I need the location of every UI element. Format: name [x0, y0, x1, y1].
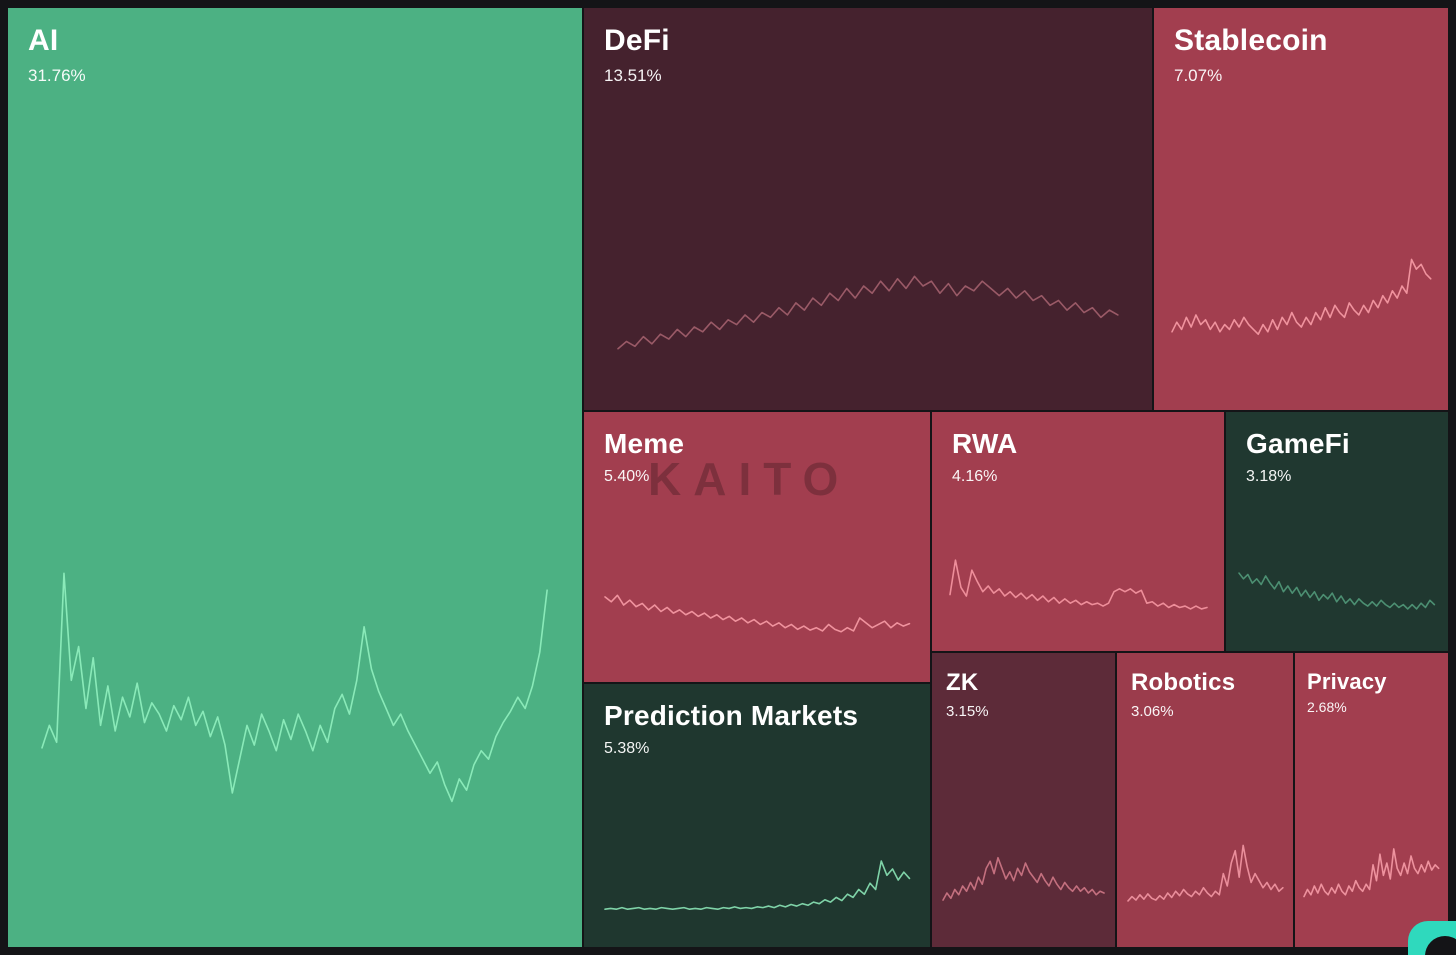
treemap-tile-ai[interactable]: AI 31.76% — [8, 8, 582, 947]
treemap-tile-rwa[interactable]: RWA 4.16% — [932, 412, 1224, 651]
treemap-tile-prediction-markets[interactable]: Prediction Markets 5.38% — [584, 684, 930, 947]
sparkline-chart — [605, 839, 909, 918]
sparkline-chart — [605, 571, 909, 652]
tile-title: DeFi — [604, 24, 670, 57]
tile-title: Meme — [604, 428, 685, 459]
tile-percentage: 31.76% — [28, 66, 86, 85]
sparkline-chart — [1172, 245, 1431, 366]
treemap-tile-gamefi[interactable]: GameFi 3.18% — [1226, 412, 1448, 651]
sparkline-chart — [950, 553, 1207, 625]
treemap-tile-meme[interactable]: Meme 5.40% — [584, 412, 930, 682]
tile-percentage: 3.18% — [1246, 468, 1292, 485]
tile-title: RWA — [952, 428, 1018, 459]
tile-title: Privacy — [1307, 669, 1387, 694]
sparkline-chart — [943, 826, 1104, 914]
tile-percentage: 13.51% — [604, 66, 662, 85]
sparkline-chart — [42, 562, 547, 844]
treemap-tile-zk[interactable]: ZK 3.15% — [932, 653, 1115, 947]
sparkline-chart — [1239, 553, 1434, 625]
sparkline-chart — [1304, 826, 1439, 914]
treemap-tile-robotics[interactable]: Robotics 3.06% — [1117, 653, 1293, 947]
tile-percentage: 5.40% — [604, 468, 650, 485]
treemap-tile-privacy[interactable]: Privacy 2.68% — [1295, 653, 1448, 947]
sparkline-chart — [618, 245, 1118, 366]
tile-title: AI — [28, 24, 59, 57]
tile-title: ZK — [946, 669, 979, 696]
tile-title: Robotics — [1131, 669, 1236, 696]
tile-title: GameFi — [1246, 428, 1350, 459]
tile-percentage: 4.16% — [952, 468, 998, 485]
tile-percentage: 2.68% — [1307, 699, 1347, 715]
tile-percentage: 7.07% — [1174, 66, 1223, 85]
kaito-logo-icon — [1408, 921, 1456, 955]
treemap-tile-stablecoin[interactable]: Stablecoin 7.07% — [1154, 8, 1448, 410]
tile-title: Stablecoin — [1174, 24, 1328, 57]
tile-percentage: 5.38% — [604, 740, 650, 757]
tile-percentage: 3.15% — [946, 703, 989, 720]
sparkline-chart — [1128, 826, 1283, 914]
tile-percentage: 3.06% — [1131, 703, 1174, 720]
tile-title: Prediction Markets — [604, 700, 859, 731]
treemap-tile-defi[interactable]: DeFi 13.51% — [584, 8, 1152, 410]
